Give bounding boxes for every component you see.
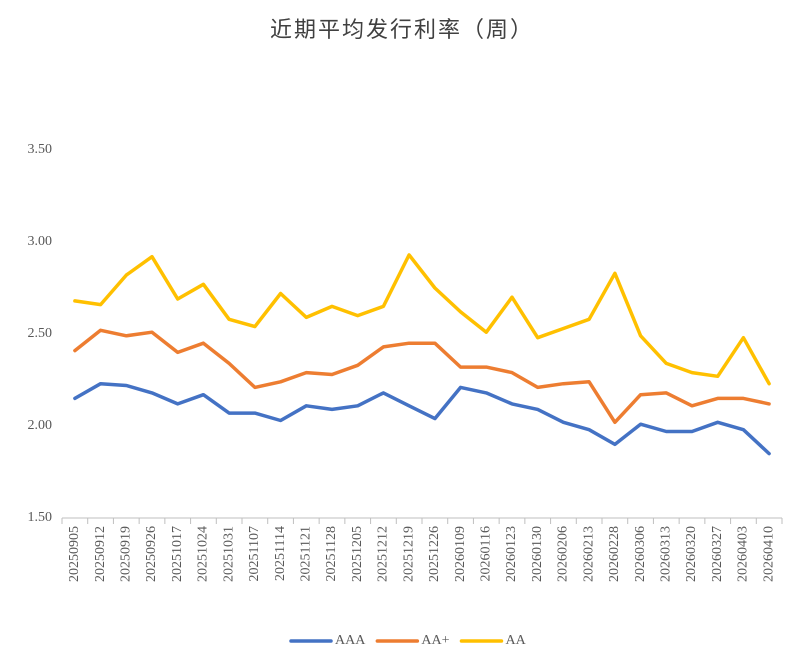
legend-label: AAA bbox=[335, 633, 366, 648]
x-tick-label: 20251205 bbox=[350, 526, 365, 582]
x-tick-label: 20260116 bbox=[479, 526, 494, 581]
x-tick-label: 20260410 bbox=[761, 526, 776, 582]
x-tick-label: 20250905 bbox=[67, 526, 82, 582]
x-tick-label: 20251017 bbox=[170, 526, 185, 582]
series-line bbox=[73, 253, 771, 386]
y-tick-label: 2.50 bbox=[28, 326, 53, 341]
x-tick-label: 20251219 bbox=[401, 526, 416, 582]
x-tick-label: 20260313 bbox=[659, 526, 674, 582]
series-line bbox=[73, 328, 771, 425]
x-tick-label: 20260130 bbox=[530, 526, 545, 582]
x-tick-label: 20251031 bbox=[221, 526, 236, 582]
legend-label: AA bbox=[505, 633, 526, 648]
y-tick-label: 3.00 bbox=[28, 234, 53, 249]
x-tick-label: 20260403 bbox=[736, 526, 751, 582]
x-tick-label: 20260306 bbox=[633, 526, 648, 582]
x-tick-label: 20250919 bbox=[119, 526, 134, 582]
x-tick-label: 20251121 bbox=[299, 526, 314, 581]
x-tick-label: 20251212 bbox=[376, 526, 391, 582]
x-tick-label: 20260109 bbox=[453, 526, 468, 582]
x-tick-label: 20251107 bbox=[247, 526, 262, 581]
series-line bbox=[73, 381, 771, 456]
chart-title: 近期平均发行利率（周） bbox=[270, 17, 534, 42]
x-tick-label: 20260228 bbox=[607, 526, 622, 582]
x-tick-label: 20251114 bbox=[273, 526, 288, 581]
x-tick-label: 20260123 bbox=[504, 526, 519, 582]
x-tick-label: 20260320 bbox=[684, 526, 699, 582]
y-tick-label: 3.50 bbox=[28, 142, 53, 157]
x-tick-label: 20251024 bbox=[196, 526, 211, 582]
x-tick-label: 20251226 bbox=[427, 526, 442, 582]
x-tick-label: 20260327 bbox=[710, 526, 725, 582]
x-tick-label: 20250926 bbox=[144, 526, 159, 582]
y-tick-label: 1.50 bbox=[28, 510, 53, 525]
x-tick-label: 20260213 bbox=[581, 526, 596, 582]
y-tick-label: 2.00 bbox=[28, 418, 53, 433]
x-tick-label: 20260206 bbox=[556, 526, 571, 582]
x-tick-label: 20250912 bbox=[93, 526, 108, 582]
x-tick-label: 20251128 bbox=[324, 526, 339, 581]
legend-label: AA+ bbox=[421, 633, 449, 648]
